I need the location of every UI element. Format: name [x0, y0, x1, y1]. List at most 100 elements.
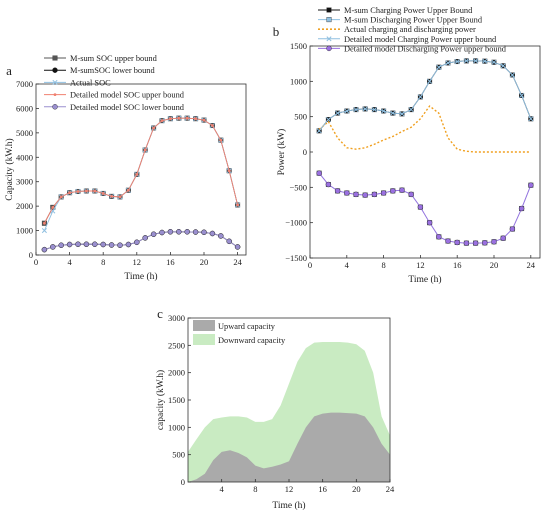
series-line: [44, 231, 238, 251]
data-point: [101, 192, 105, 195]
x-tick-label: 24: [233, 257, 242, 267]
data-point: [426, 219, 433, 226]
series-3: [318, 105, 531, 153]
series-5: [316, 170, 534, 246]
data-point: [362, 192, 368, 198]
legend-label: Detailed model Discharging Power upper b…: [344, 44, 507, 53]
legend-swatch: [193, 334, 215, 345]
legend-marker: [53, 93, 57, 96]
x-tick-label: 12: [416, 260, 425, 270]
y-tick-label: −1000: [285, 218, 307, 228]
y-tick-label: 3000: [168, 313, 185, 323]
data-point: [344, 190, 350, 196]
x-tick-label: 16: [453, 260, 462, 270]
legend-label: Detailed model SOC upper bound: [70, 91, 185, 100]
data-point: [100, 241, 106, 248]
data-point: [519, 92, 525, 99]
series-2: [316, 170, 534, 246]
data-point: [201, 229, 207, 235]
data-point: [176, 229, 182, 235]
data-point: [417, 204, 424, 210]
data-point: [177, 116, 181, 120]
y-tick-label: 1000: [168, 422, 185, 432]
legend-marker: [52, 79, 58, 85]
data-point: [202, 118, 206, 122]
y-axis-label: capacity (kW.h): [155, 370, 166, 430]
y-tick-label: 4000: [16, 152, 33, 162]
data-point: [509, 72, 515, 78]
data-point: [68, 191, 71, 195]
plot-frame: [309, 45, 541, 259]
data-point: [436, 64, 442, 70]
data-point: [185, 116, 189, 120]
series-line: [318, 172, 532, 244]
data-point: [371, 107, 377, 113]
data-point: [218, 233, 224, 239]
data-point: [325, 181, 332, 188]
series-1: [41, 115, 241, 226]
data-point: [399, 187, 405, 193]
panel-label: b: [273, 24, 280, 39]
series-5: [41, 229, 241, 253]
data-point: [482, 58, 488, 64]
data-point: [334, 188, 341, 194]
data-point: [399, 111, 405, 117]
y-tick-label: 6000: [16, 103, 33, 113]
x-tick-label: 4: [345, 260, 350, 270]
data-point: [500, 235, 506, 241]
legend-marker: [326, 17, 332, 23]
data-point: [371, 191, 378, 198]
legend-label: Downward capacity: [218, 336, 286, 345]
y-tick-label: 2000: [16, 201, 33, 211]
data-point: [454, 239, 460, 246]
data-point: [417, 94, 423, 100]
series-line: [318, 172, 532, 244]
panel-label: a: [6, 63, 12, 78]
data-point: [445, 238, 451, 244]
data-point: [445, 60, 451, 66]
data-point: [92, 241, 98, 247]
legend: M-sum SOC upper bound M-sumSOC lower boun…: [44, 54, 185, 112]
data-point: [184, 229, 190, 235]
data-point: [159, 229, 165, 236]
x-tick-label: 12: [133, 257, 142, 267]
data-point: [118, 195, 122, 199]
data-point: [381, 108, 387, 114]
x-axis-label: Time (h): [124, 271, 157, 282]
y-tick-label: 2000: [168, 368, 185, 378]
x-axis-label: Time (h): [272, 500, 305, 511]
data-point: [135, 172, 139, 176]
x-tick-label: 20: [490, 260, 499, 270]
series-line: [43, 117, 239, 231]
x-tick-label: 8: [381, 260, 385, 270]
data-point: [509, 226, 516, 232]
data-point: [108, 242, 115, 248]
x-tick-label: 16: [166, 257, 175, 267]
x-tick-label: 12: [285, 484, 294, 494]
data-point: [150, 231, 157, 237]
data-point: [41, 246, 48, 253]
y-tick-label: 0: [303, 147, 307, 157]
y-tick-label: 500: [294, 112, 307, 122]
data-point: [436, 234, 442, 240]
data-point: [160, 119, 164, 123]
data-point: [167, 229, 174, 235]
y-tick-label: 5000: [16, 128, 33, 138]
data-point: [211, 124, 214, 127]
data-point: [325, 116, 331, 123]
y-tick-label: −1500: [285, 253, 307, 263]
y-tick-label: 1500: [168, 395, 185, 405]
y-axis-label: Power (kW): [276, 129, 287, 176]
data-point: [482, 240, 488, 246]
y-tick-label: −500: [289, 182, 307, 192]
legend-label: M-sum Discharging Power Upper Bound: [344, 16, 483, 25]
data-point: [463, 58, 469, 64]
legend: Upward capacity Downward capacity: [193, 320, 286, 345]
y-axis-label: Capacity (kW.h): [4, 138, 15, 200]
legend-label: Detailed model Charging Power upper boun…: [344, 35, 497, 44]
series-line: [318, 60, 532, 132]
data-point: [194, 117, 198, 121]
data-point: [76, 190, 80, 193]
x-tick-label: 8: [101, 257, 105, 267]
